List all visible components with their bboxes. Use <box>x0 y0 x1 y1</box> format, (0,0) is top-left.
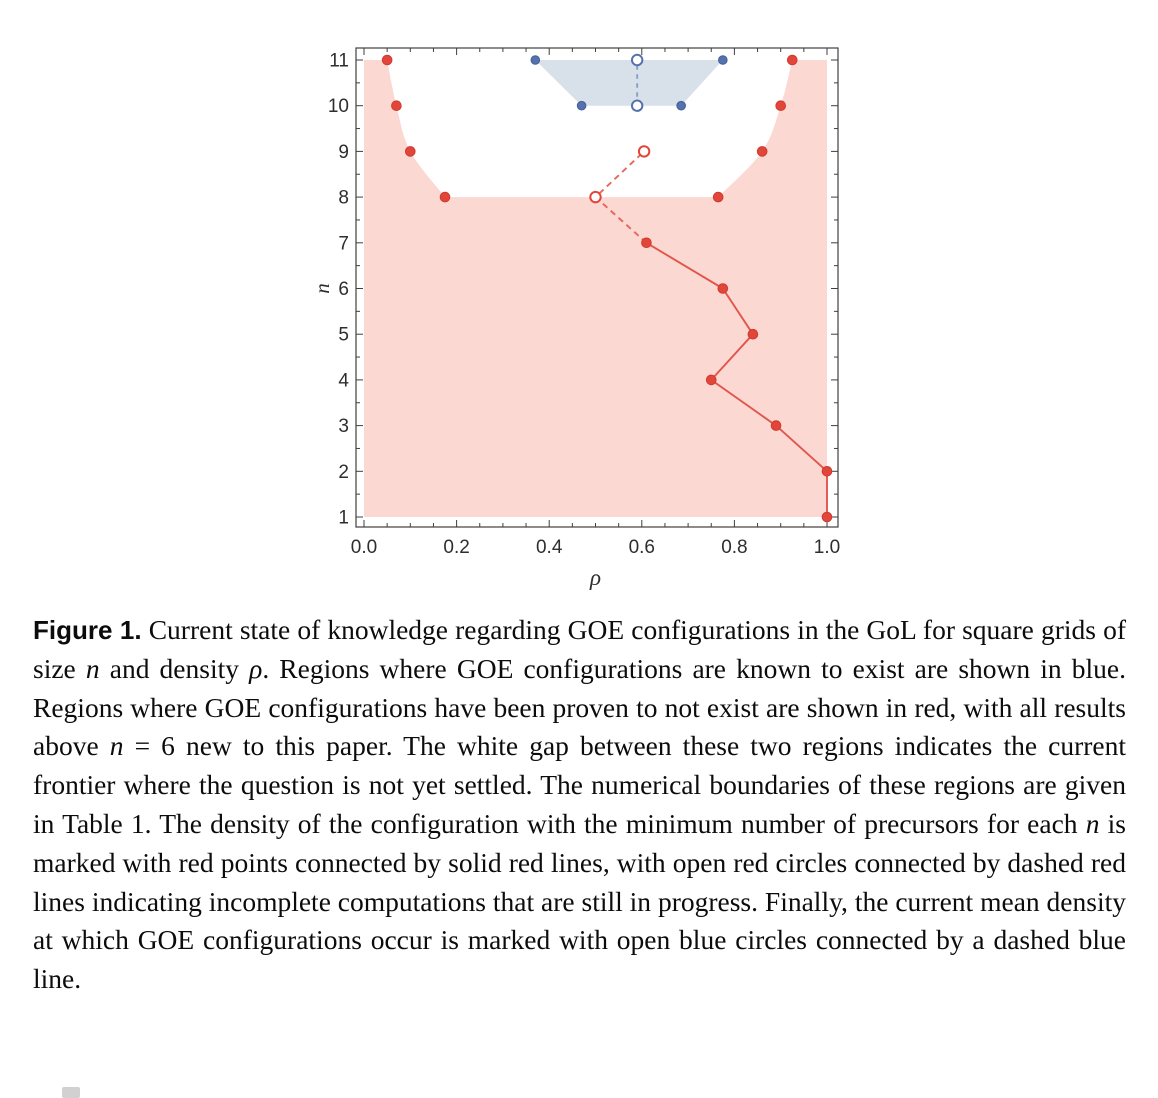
caption-text: is marked with red points connected by s… <box>33 807 1127 995</box>
y-tick-label: 10 <box>328 96 349 117</box>
red-boundary-points-right-marker <box>775 100 787 111</box>
x-axis-label: ρ <box>589 565 601 590</box>
blue-region-points-marker <box>576 100 587 111</box>
goe-exists-region <box>535 60 723 106</box>
chart-area: 0.0 0.2 0.4 0.6 0.8 1.0 1 2 3 4 5 6 7 8 9 10 11 n ρ <box>305 10 865 600</box>
y-tick-label: 11 <box>329 51 349 72</box>
min-precursor-density-marker <box>747 328 759 340</box>
caption-text: ρ <box>249 652 263 684</box>
plot-frame <box>355 47 839 528</box>
x-tick-label: 0.6 <box>629 537 655 558</box>
blue-region-points-marker <box>530 55 541 65</box>
min-precursor-density-marker <box>821 466 833 477</box>
x-tick-label: 0.4 <box>536 537 563 558</box>
y-tick-label: 1 <box>338 508 349 529</box>
y-tick-label: 7 <box>338 233 349 254</box>
caption-text: n <box>1085 807 1100 839</box>
red-boundary-points-right-marker <box>786 54 798 66</box>
y-tick-label: 5 <box>338 325 349 346</box>
min-precursor-in-progress-open-marker <box>589 190 602 204</box>
x-tick-label: 0.2 <box>443 537 469 558</box>
goe-phase-diagram-chart: 0.0 0.2 0.4 0.6 0.8 1.0 1 2 3 4 5 6 7 8 9 10 11 n ρ <box>310 47 840 590</box>
y-tick-label: 3 <box>338 416 349 437</box>
mean-goe-density-open-marker <box>630 99 644 112</box>
min-precursor-density-marker <box>717 283 729 294</box>
x-tick-label: 1.0 <box>814 537 840 558</box>
y-axis-label: n <box>310 283 334 294</box>
caption-text: and density <box>99 652 250 684</box>
y-tick-label: 2 <box>338 462 349 483</box>
y-tick-label: 4 <box>338 370 349 391</box>
red-boundary-points-left-marker <box>439 191 451 203</box>
x-tick-label: 0.0 <box>351 537 377 558</box>
caption-figure-label: Figure 1. <box>33 615 142 645</box>
blue-region-points-marker <box>676 100 686 111</box>
red-boundary-points-right-marker <box>756 146 768 157</box>
red-boundary-points-left-marker <box>381 54 393 66</box>
mean-goe-density-open-marker <box>630 53 644 67</box>
red-boundary-points-left-marker <box>391 100 402 111</box>
cutoff-content <box>62 1087 80 1098</box>
min-precursor-density-marker <box>821 511 833 523</box>
figure-caption: Figure 1. Current state of knowledge reg… <box>33 611 1126 999</box>
min-precursor-density-marker <box>641 237 652 249</box>
y-tick-label: 8 <box>338 188 349 209</box>
no-goe-region <box>364 60 827 517</box>
caption-text: n <box>109 730 124 762</box>
caption-text: = 6 new to this paper. The white gap bet… <box>33 730 1126 839</box>
caption-text: . Regions where GOE configurations are k… <box>33 652 1126 762</box>
y-tick-label: 6 <box>338 279 349 300</box>
min-precursor-density-marker <box>770 420 782 431</box>
blue-region-points-marker <box>718 55 728 65</box>
red-boundary-points-left-marker <box>405 146 416 157</box>
red-boundary-points-right-marker <box>712 191 724 203</box>
min-precursor-in-progress-open-marker <box>637 145 651 158</box>
y-tick-label: 9 <box>338 142 349 163</box>
caption-text: Current state of knowledge regarding GOE… <box>33 614 1126 684</box>
min-precursor-density-marker <box>705 374 717 386</box>
x-tick-label: 0.8 <box>721 537 747 558</box>
caption-text: n <box>85 652 100 684</box>
